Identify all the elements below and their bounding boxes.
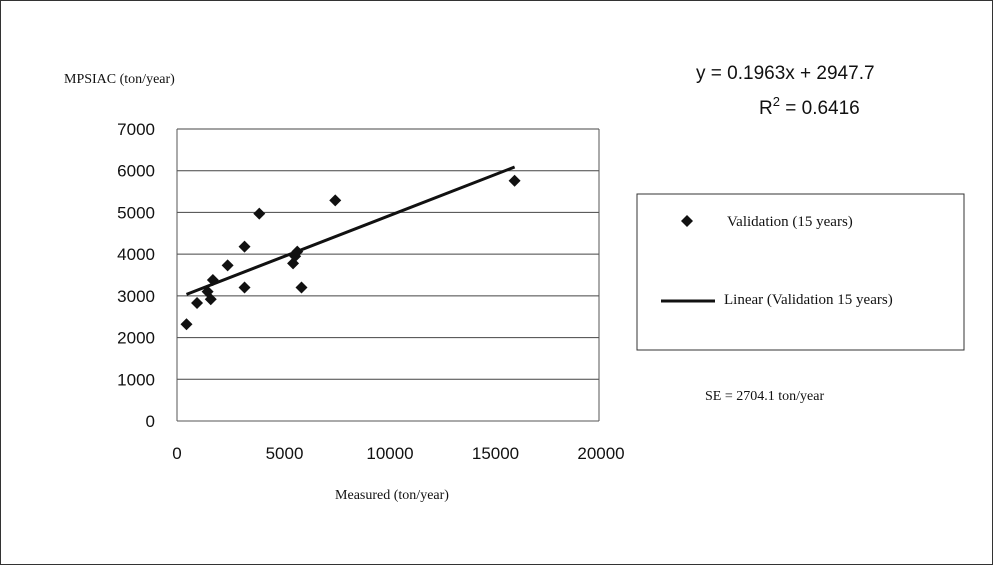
- trend-equation: y = 0.1963x + 2947.7: [696, 63, 875, 84]
- r-squared: R2 = 0.6416: [759, 94, 860, 119]
- data-point-5: [221, 259, 234, 272]
- se-annotation: SE = 2704.1 ton/year: [705, 389, 824, 404]
- data-point-12: [295, 281, 308, 294]
- data-point-0: [180, 318, 193, 331]
- gridlines: [177, 128, 599, 380]
- y-tick-label: 3000: [117, 287, 155, 306]
- r-squared-label: R: [759, 98, 773, 119]
- x-axis-title: Measured (ton/year): [335, 488, 449, 503]
- data-point-1: [191, 296, 204, 309]
- data-point-3: [204, 293, 217, 306]
- data-point-7: [238, 240, 251, 253]
- x-tick-label: 15000: [472, 444, 519, 463]
- data-point-11: [291, 245, 304, 258]
- data-point-8: [253, 207, 266, 220]
- data-point-14: [508, 174, 521, 187]
- r-squared-value: = 0.6416: [780, 98, 860, 119]
- x-tick-label: 10000: [366, 444, 413, 463]
- y-tick-label: 4000: [117, 245, 155, 264]
- data-point-4: [206, 274, 219, 287]
- y-tick-label: 1000: [117, 370, 155, 389]
- y-tick-label: 0: [146, 412, 155, 431]
- data-point-6: [238, 281, 251, 294]
- y-tick-label: 2000: [117, 329, 155, 348]
- plot-area: [177, 129, 599, 421]
- x-tick-label: 0: [172, 444, 181, 463]
- legend-diamond-marker: [681, 215, 693, 227]
- x-tick-label: 5000: [266, 444, 304, 463]
- trendline: [185, 165, 516, 296]
- y-tick-labels: 0 1000 2000 3000 4000 5000 6000 7000: [117, 120, 155, 431]
- y-tick-label: 7000: [117, 120, 155, 139]
- trendline-group: [185, 165, 516, 296]
- y-axis-title: MPSIAC (ton/year): [64, 72, 175, 87]
- r-squared-superscript: 2: [773, 94, 780, 109]
- legend-label-linear: Linear (Validation 15 years): [724, 292, 893, 308]
- data-points: [180, 174, 521, 331]
- x-tick-label: 20000: [577, 444, 624, 463]
- y-tick-label: 5000: [117, 203, 155, 222]
- y-tick-label: 6000: [117, 162, 155, 181]
- x-tick-labels: 0 5000 10000 15000 20000: [172, 444, 624, 463]
- legend-label-validation: Validation (15 years): [727, 214, 853, 230]
- data-point-13: [329, 194, 342, 207]
